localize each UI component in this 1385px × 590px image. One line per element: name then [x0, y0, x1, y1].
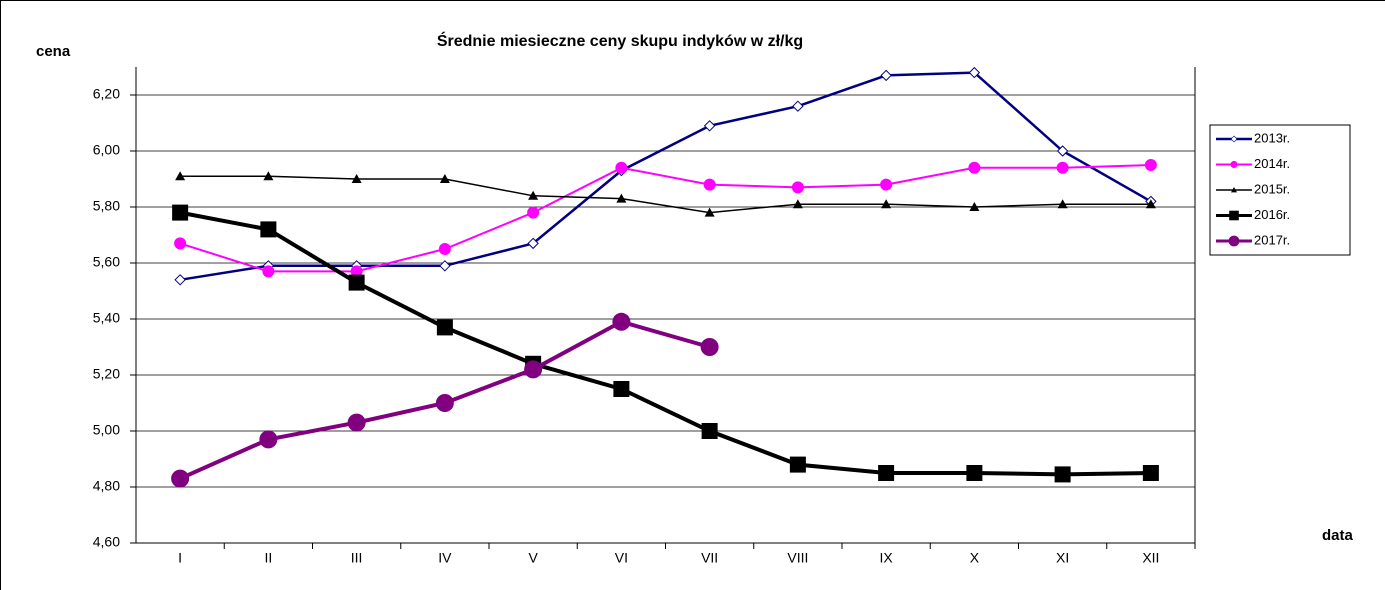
x-tick-label: VII	[701, 550, 718, 566]
y-tick-label: 5,60	[93, 254, 120, 270]
legend-marker	[1228, 235, 1240, 247]
point	[792, 199, 803, 209]
point	[439, 174, 450, 183]
x-axis-label: data	[1322, 527, 1354, 544]
point	[968, 161, 981, 174]
point	[438, 243, 451, 255]
point	[968, 66, 981, 79]
point	[1056, 145, 1069, 157]
legend-label: 2017r.	[1254, 232, 1290, 247]
point	[350, 265, 363, 278]
point	[1145, 199, 1156, 209]
point	[348, 274, 365, 291]
point	[791, 181, 804, 194]
point	[704, 207, 715, 217]
y-tick-label: 5,40	[93, 310, 120, 326]
x-tick-label: VIII	[787, 550, 808, 566]
y-tick-label: 5,80	[93, 198, 120, 214]
point	[966, 465, 983, 481]
x-tick-label: XI	[1056, 550, 1069, 566]
point	[524, 360, 543, 379]
legend-label: 2016r.	[1254, 207, 1290, 222]
x-tick-label: I	[178, 550, 182, 566]
point	[259, 430, 278, 449]
point	[171, 469, 190, 488]
point	[703, 178, 716, 191]
series-line	[179, 164, 1151, 273]
point	[262, 265, 275, 278]
point	[615, 161, 628, 174]
x-tick-label: XII	[1142, 550, 1159, 566]
series-line	[180, 175, 1151, 214]
x-tick-label: III	[351, 550, 363, 566]
y-tick-label: 6,00	[93, 142, 120, 158]
point	[527, 206, 540, 219]
legend-label: 2015r.	[1254, 181, 1290, 196]
y-tick-label: 6,20	[93, 86, 120, 102]
point	[174, 274, 186, 286]
point	[880, 178, 893, 191]
point	[881, 199, 892, 209]
legend-marker	[1230, 160, 1238, 169]
point	[347, 413, 366, 432]
point	[1056, 161, 1069, 174]
point	[260, 221, 277, 238]
point	[528, 190, 539, 200]
y-tick-label: 5,20	[93, 366, 120, 382]
x-tick-label: II	[264, 550, 272, 566]
point	[1054, 466, 1071, 483]
legend-marker	[1231, 187, 1237, 193]
point	[878, 465, 895, 481]
point	[174, 237, 187, 250]
point	[701, 423, 718, 439]
legend-marker	[1230, 135, 1238, 143]
point	[263, 171, 274, 181]
point	[613, 381, 630, 397]
point	[792, 100, 804, 112]
series-line	[179, 210, 1151, 477]
y-tick-label: 4,80	[93, 478, 120, 494]
point	[1057, 199, 1068, 209]
x-tick-label: X	[970, 550, 980, 566]
point	[969, 202, 980, 211]
legend-label: 2013r.	[1254, 130, 1290, 145]
point	[439, 260, 451, 272]
legend-marker	[1229, 210, 1239, 221]
point	[175, 171, 186, 181]
point	[1142, 465, 1159, 481]
x-tick-label: IV	[438, 550, 452, 566]
point	[789, 456, 806, 473]
chart-title: Średnie miesieczne ceny skupu indyków w …	[437, 31, 803, 50]
x-tick-label: VI	[615, 550, 628, 566]
point	[436, 319, 453, 336]
point	[612, 312, 631, 331]
series-line	[179, 71, 1152, 282]
y-axis-label: cena	[36, 43, 71, 60]
point	[700, 338, 719, 356]
point	[351, 174, 362, 183]
x-tick-label: V	[528, 550, 538, 566]
point	[880, 69, 892, 82]
point	[435, 394, 454, 412]
legend-label: 2014r.	[1254, 156, 1290, 171]
y-tick-label: 4,60	[93, 534, 120, 550]
point	[616, 193, 627, 203]
x-tick-label: IX	[880, 550, 894, 566]
point	[527, 237, 539, 250]
y-tick-label: 5,00	[93, 422, 120, 438]
point	[172, 204, 189, 221]
point	[703, 120, 716, 132]
point	[1144, 159, 1157, 171]
